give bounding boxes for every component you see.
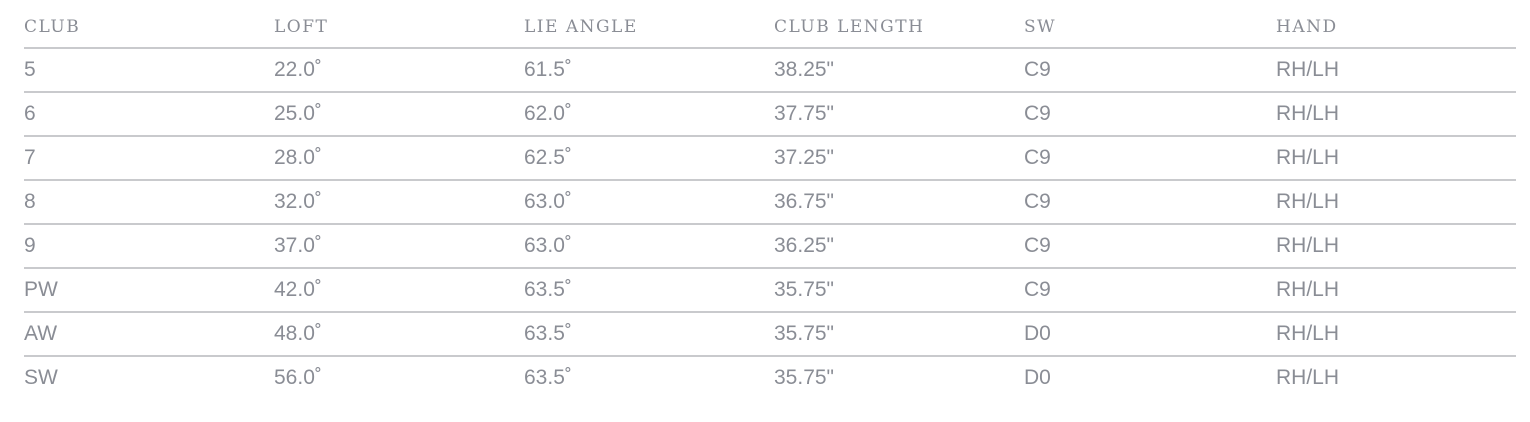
cell-hand: RH/LH: [1276, 312, 1516, 357]
column-header-swing-weight: SW: [1024, 6, 1276, 49]
cell-loft: 28.0˚: [274, 136, 524, 181]
table-row: SW 56.0˚ 63.5˚ 35.75" D0 RH/LH: [24, 356, 1516, 399]
cell-lie-angle: 63.0˚: [524, 224, 774, 269]
cell-lie-angle: 63.5˚: [524, 268, 774, 313]
cell-lie-angle: 61.5˚: [524, 48, 774, 93]
cell-hand: RH/LH: [1276, 268, 1516, 313]
cell-club: AW: [24, 312, 274, 357]
table-row: PW 42.0˚ 63.5˚ 35.75" C9 RH/LH: [24, 268, 1516, 313]
cell-hand: RH/LH: [1276, 48, 1516, 93]
cell-hand: RH/LH: [1276, 136, 1516, 181]
cell-loft: 48.0˚: [274, 312, 524, 357]
cell-club: 6: [24, 92, 274, 137]
cell-hand: RH/LH: [1276, 92, 1516, 137]
cell-swing-weight: C9: [1024, 92, 1276, 137]
table-header: CLUB LOFT LIE ANGLE CLUB LENGTH SW HAND: [24, 6, 1516, 49]
cell-loft: 25.0˚: [274, 92, 524, 137]
table-row: 5 22.0˚ 61.5˚ 38.25" C9 RH/LH: [24, 48, 1516, 93]
cell-club-length: 38.25": [774, 48, 1024, 93]
cell-loft: 56.0˚: [274, 366, 322, 389]
column-header-club: CLUB: [24, 6, 274, 49]
column-header-hand: HAND: [1276, 6, 1516, 49]
cell-club-length: 35.75": [774, 268, 1024, 313]
cell-club: 9: [24, 224, 274, 269]
cell-club: 7: [24, 136, 274, 181]
cell-club-length: 37.25": [774, 136, 1024, 181]
cell-club-length: 36.25": [774, 224, 1024, 269]
cell-club-length: 35.75": [774, 366, 835, 389]
cell-club: SW: [24, 366, 58, 389]
cell-swing-weight: D0: [1024, 366, 1051, 389]
club-specs-table: CLUB LOFT LIE ANGLE CLUB LENGTH SW HAND …: [24, 6, 1516, 399]
cell-club: PW: [24, 268, 274, 313]
cell-swing-weight: C9: [1024, 224, 1276, 269]
cell-loft: 42.0˚: [274, 268, 524, 313]
cell-lie-angle: 63.0˚: [524, 180, 774, 225]
cell-club: 8: [24, 180, 274, 225]
cell-hand: RH/LH: [1276, 180, 1516, 225]
column-header-club-length: CLUB LENGTH: [774, 6, 1024, 49]
header-row: CLUB LOFT LIE ANGLE CLUB LENGTH SW HAND: [24, 6, 1516, 49]
cell-swing-weight: C9: [1024, 180, 1276, 225]
cell-loft: 32.0˚: [274, 180, 524, 225]
column-header-lie-angle: LIE ANGLE: [524, 6, 774, 49]
cell-swing-weight: C9: [1024, 136, 1276, 181]
cell-lie-angle: 62.0˚: [524, 92, 774, 137]
cell-swing-weight: C9: [1024, 48, 1276, 93]
cell-swing-weight: D0: [1024, 312, 1276, 357]
cell-hand: RH/LH: [1276, 366, 1340, 389]
cell-loft: 22.0˚: [274, 48, 524, 93]
cell-club-length: 37.75": [774, 92, 1024, 137]
cell-club-length: 35.75": [774, 312, 1024, 357]
cell-lie-angle: 62.5˚: [524, 136, 774, 181]
table-row: 6 25.0˚ 62.0˚ 37.75" C9 RH/LH: [24, 92, 1516, 137]
column-header-loft: LOFT: [274, 6, 524, 49]
cell-club-length: 36.75": [774, 180, 1024, 225]
table-row: 7 28.0˚ 62.5˚ 37.25" C9 RH/LH: [24, 136, 1516, 181]
table-row: AW 48.0˚ 63.5˚ 35.75" D0 RH/LH: [24, 312, 1516, 357]
table-body: 5 22.0˚ 61.5˚ 38.25" C9 RH/LH 6 25.0˚ 62…: [24, 48, 1516, 399]
cell-lie-angle: 63.5˚: [524, 312, 774, 357]
table-row: 9 37.0˚ 63.0˚ 36.25" C9 RH/LH: [24, 224, 1516, 269]
table-row: 8 32.0˚ 63.0˚ 36.75" C9 RH/LH: [24, 180, 1516, 225]
cell-club: 5: [24, 48, 274, 93]
cell-lie-angle: 63.5˚: [524, 366, 572, 389]
cell-loft: 37.0˚: [274, 224, 524, 269]
cell-hand: RH/LH: [1276, 224, 1516, 269]
cell-swing-weight: C9: [1024, 268, 1276, 313]
